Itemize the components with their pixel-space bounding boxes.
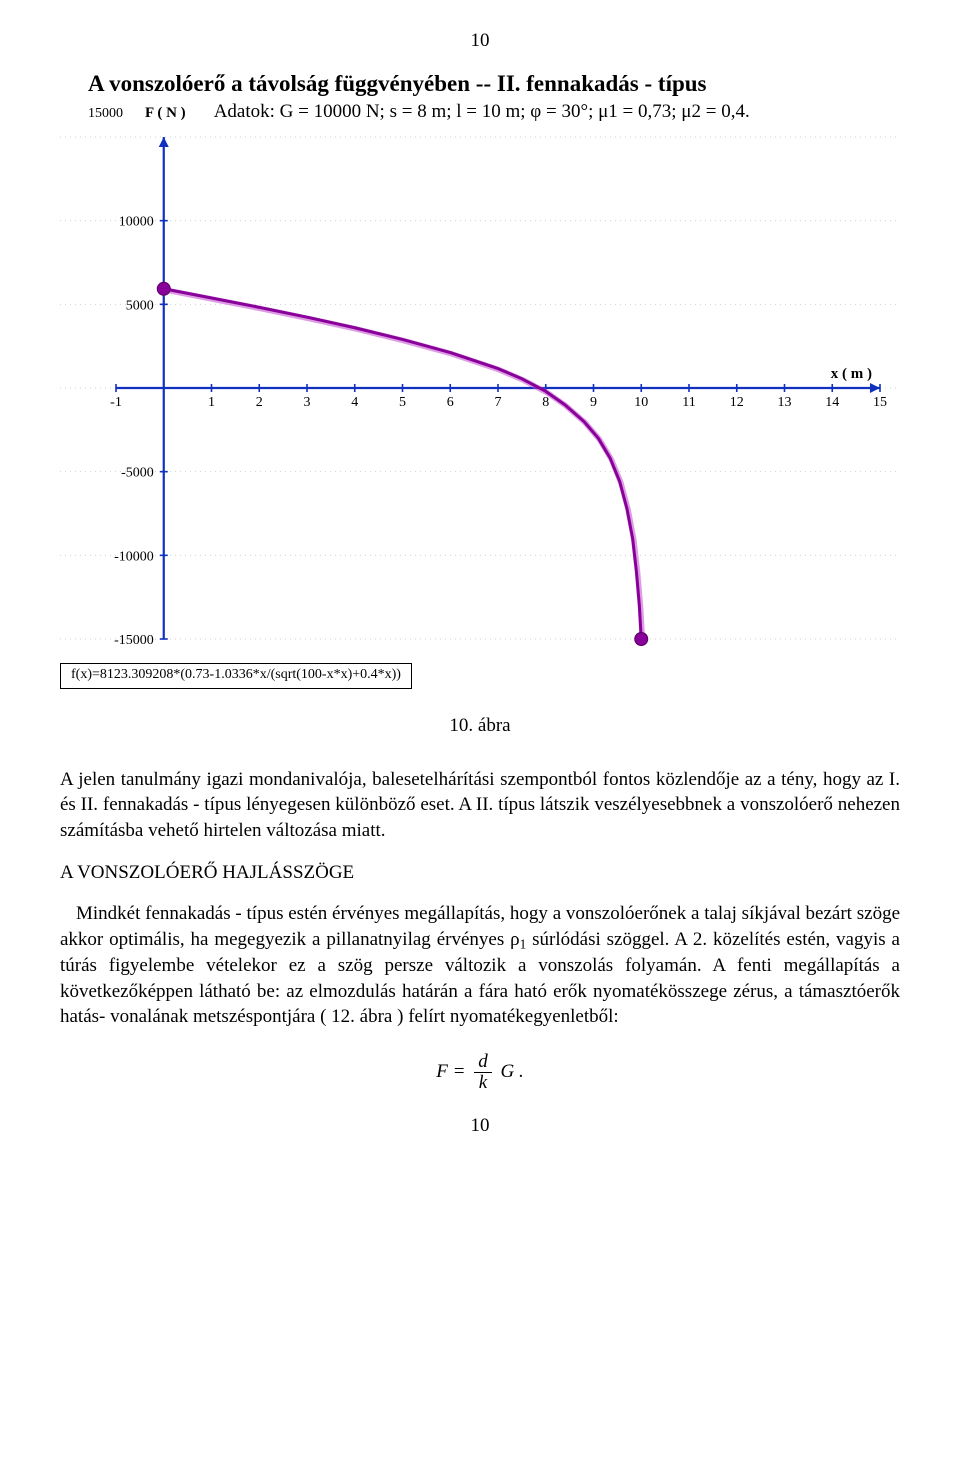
svg-text:x ( m ): x ( m ) <box>831 366 872 382</box>
page-number-top: 10 <box>60 30 900 52</box>
svg-text:-15000: -15000 <box>114 633 154 648</box>
svg-text:3: 3 <box>304 395 311 410</box>
svg-text:5: 5 <box>399 395 406 410</box>
svg-text:12: 12 <box>730 395 744 410</box>
svg-text:13: 13 <box>778 395 792 410</box>
svg-text:14: 14 <box>825 395 839 410</box>
svg-text:15: 15 <box>873 395 887 410</box>
chart-title: A vonszolóerő a távolság függvényében --… <box>88 70 900 99</box>
svg-text:9: 9 <box>590 395 597 410</box>
svg-text:11: 11 <box>682 395 695 410</box>
svg-text:1: 1 <box>208 395 215 410</box>
svg-text:10000: 10000 <box>119 214 154 229</box>
equation: F = dk G . <box>60 1052 900 1093</box>
page-number-bottom: 10 <box>60 1115 900 1137</box>
eq-num: d <box>474 1052 492 1073</box>
chart-formula-box: f(x)=8123.309208*(0.73-1.0336*x/(sqrt(10… <box>60 663 412 689</box>
svg-text:6: 6 <box>447 395 454 410</box>
y-top-tick: 15000 <box>88 106 123 122</box>
svg-text:10: 10 <box>634 395 648 410</box>
eq-fraction: dk <box>474 1052 492 1093</box>
paragraph-1: A jelen tanulmány igazi mondanivalója, b… <box>60 767 900 844</box>
eq-den: k <box>474 1073 492 1093</box>
svg-text:-5000: -5000 <box>121 465 154 480</box>
paragraph-2: Mindkét fennakadás - típus estén érvénye… <box>60 901 900 1030</box>
eq-sign: = <box>448 1061 470 1082</box>
chart-subtitle: Adatok: G = 10000 N; s = 8 m; l = 10 m; … <box>214 101 750 123</box>
svg-text:-1: -1 <box>110 395 122 410</box>
svg-text:8: 8 <box>542 395 549 410</box>
svg-text:2: 2 <box>256 395 263 410</box>
chart-subtitle-row: 15000 F ( N ) Adatok: G = 10000 N; s = 8… <box>88 101 900 123</box>
chart-plot: -1123456789101112131415x ( m )-15000-100… <box>60 129 900 649</box>
eq-lhs: F <box>436 1061 448 1082</box>
svg-text:7: 7 <box>495 395 502 410</box>
y-axis-label: F ( N ) <box>145 105 186 122</box>
eq-rhs: G . <box>496 1061 524 1082</box>
section-heading: A VONSZOLÓERŐ HAJLÁSSZÖGE <box>60 860 900 886</box>
svg-text:-10000: -10000 <box>114 549 154 564</box>
svg-text:4: 4 <box>351 395 358 410</box>
svg-text:5000: 5000 <box>126 298 154 313</box>
figure-caption: 10. ábra <box>60 715 900 737</box>
